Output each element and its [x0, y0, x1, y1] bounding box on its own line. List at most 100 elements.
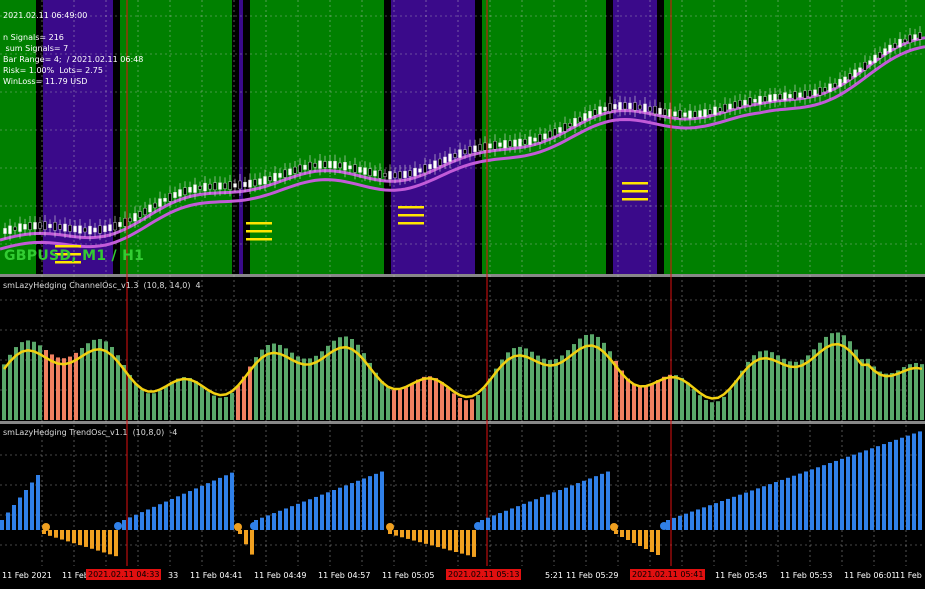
channel-osc-bar: [182, 377, 186, 420]
trend-osc-bar: [326, 492, 330, 530]
trend-osc-bar: [504, 510, 508, 530]
channel-osc-bar: [80, 347, 84, 420]
trend-osc-bar: [260, 517, 264, 530]
candle: [633, 102, 637, 111]
candle: [628, 102, 632, 110]
candle: [513, 139, 517, 147]
trend-osc-bar: [308, 499, 312, 530]
candle: [288, 168, 292, 176]
channel-osc-bar: [380, 381, 384, 420]
time-label: 11 Feb 05:29: [566, 571, 619, 580]
channel-osc-bar: [674, 375, 678, 420]
candle: [503, 140, 507, 149]
trend-osc-dot: [660, 522, 668, 530]
channel-osc-bar: [836, 332, 840, 420]
channel-osc-bar: [302, 358, 306, 420]
trend-osc-bar: [406, 530, 410, 539]
channel-osc-bar: [554, 358, 558, 420]
channel-osc-bar: [740, 370, 744, 420]
candle: [783, 92, 787, 101]
trend-osc-bar: [650, 530, 654, 552]
trend-osc-bar: [48, 530, 52, 536]
trend-osc-bar: [418, 530, 422, 543]
candle: [373, 170, 377, 177]
time-label: 11 Feb: [895, 571, 922, 580]
channel-osc-bar: [284, 348, 288, 420]
candle: [468, 146, 472, 155]
channel-osc-bar: [428, 376, 432, 420]
candle: [258, 178, 262, 185]
channel-osc-bar: [596, 336, 600, 420]
channel-osc-bar: [668, 374, 672, 420]
candle: [738, 100, 742, 108]
channel-osc-bar: [806, 355, 810, 420]
candle: [733, 101, 737, 109]
trend-osc-bar: [114, 530, 118, 557]
channel-osc-bar: [776, 355, 780, 420]
candle: [758, 95, 762, 105]
time-label: 33: [168, 571, 179, 580]
channel-osc-bar: [332, 340, 336, 420]
trend-osc-bar: [194, 488, 198, 530]
trend-osc-bar: [164, 501, 168, 530]
candle: [18, 223, 22, 232]
candle: [848, 73, 852, 81]
candle: [393, 172, 397, 179]
channel-osc-bar: [452, 393, 456, 420]
trend-zone: [239, 0, 243, 274]
channel-osc-bar: [560, 355, 564, 420]
candle: [223, 182, 227, 189]
trend-osc-bar: [600, 473, 604, 530]
channel-osc-bar: [914, 362, 918, 420]
candle: [333, 160, 337, 169]
candle: [803, 90, 807, 99]
candle: [308, 161, 312, 171]
trend-osc-bar: [588, 478, 592, 530]
trend-osc-bar: [876, 446, 880, 530]
candle: [133, 213, 137, 222]
candle: [808, 90, 812, 98]
candle: [208, 183, 212, 190]
channel-osc-bar: [584, 334, 588, 420]
trend-osc-bar: [430, 530, 434, 546]
trend-osc-bar: [24, 490, 28, 530]
trend-osc-bar: [480, 520, 484, 530]
time-label: 11 Feb 06:01: [844, 571, 897, 580]
trend-osc-bar: [492, 515, 496, 530]
signal-level: [622, 190, 648, 193]
trend-osc-bar: [102, 530, 106, 553]
candle: [753, 98, 757, 103]
channel-osc-bar: [728, 389, 732, 420]
trend-osc-bar: [792, 475, 796, 530]
trend-osc-bar: [858, 452, 862, 530]
trend-osc-bar: [690, 511, 694, 530]
candle: [893, 43, 897, 49]
candle: [298, 164, 302, 173]
info-line-blank: [3, 21, 143, 32]
channel-osc-bar: [770, 352, 774, 420]
channel-osc-bar: [764, 350, 768, 420]
candle: [623, 102, 627, 110]
candle: [153, 202, 157, 209]
channel-osc-bar: [14, 347, 18, 420]
trend-osc-bar: [134, 514, 138, 530]
trend-osc-bar: [810, 469, 814, 530]
trend-osc-bar: [822, 465, 826, 530]
candle: [658, 107, 662, 115]
channel-osc-bar: [890, 372, 894, 420]
candle: [278, 173, 282, 178]
signal-level: [398, 222, 424, 225]
candle: [388, 171, 392, 180]
channel-osc-bar: [170, 382, 174, 420]
trend-osc-bar: [472, 530, 476, 557]
channel-osc-bar: [296, 356, 300, 420]
candle: [118, 222, 122, 227]
candle: [718, 107, 722, 112]
trend-osc-bar: [54, 530, 58, 538]
candle: [573, 118, 577, 127]
candle: [8, 225, 12, 234]
time-label: 11 Feb 04:41: [190, 571, 243, 580]
channel-osc-bar: [344, 336, 348, 420]
